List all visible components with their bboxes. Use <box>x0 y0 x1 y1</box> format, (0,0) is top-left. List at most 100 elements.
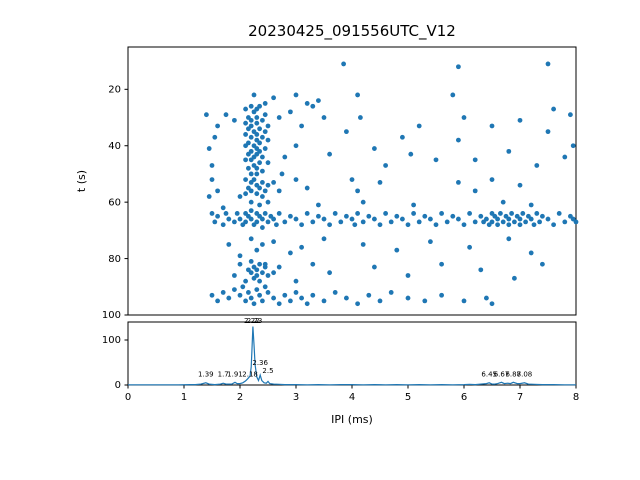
scatter-point <box>257 126 262 132</box>
scatter-point <box>257 160 262 166</box>
scatter-point <box>276 188 282 194</box>
y-tick-label: 100 <box>102 310 121 321</box>
scatter-point <box>274 222 279 228</box>
scatter-point <box>220 205 226 211</box>
scatter-point <box>461 298 467 304</box>
scatter-point <box>498 211 503 216</box>
y-tick-label: 100 <box>102 335 121 346</box>
scatter-point <box>573 219 579 225</box>
scatter-point <box>220 290 226 295</box>
scatter-point <box>408 151 414 157</box>
x-tick-label: 7 <box>517 392 523 403</box>
scatter-point <box>467 244 472 250</box>
scatter-point <box>232 287 237 293</box>
scatter-point <box>517 222 523 228</box>
scatter-point <box>254 219 260 225</box>
scatter-point <box>243 143 249 149</box>
scatter-point <box>500 199 506 205</box>
scatter-point <box>534 163 540 168</box>
scatter-point <box>260 154 265 160</box>
scatter-point <box>332 290 338 295</box>
annotation-label: 1.7 <box>218 371 229 379</box>
scatter-point <box>472 219 478 225</box>
scatter-point <box>240 284 246 290</box>
scatter-point <box>262 129 268 135</box>
scatter-point <box>243 157 249 163</box>
scatter-point <box>282 154 288 160</box>
scatter-point <box>265 137 271 143</box>
scatter-point <box>495 216 500 222</box>
scatter-point <box>428 239 433 245</box>
scatter-point <box>304 211 310 216</box>
scatter-point <box>495 222 500 228</box>
scatter-point <box>321 236 327 242</box>
scatter-point <box>433 222 439 228</box>
scatter-point <box>271 216 276 222</box>
scatter-point <box>405 273 411 278</box>
scatter-point <box>416 219 422 225</box>
scatter-point <box>489 123 495 129</box>
scatter-point <box>321 216 327 222</box>
scatter-point <box>512 275 517 281</box>
scatter-point <box>360 219 366 225</box>
scatter-point <box>321 115 327 120</box>
scatter-point <box>260 216 265 222</box>
scatter-point <box>246 165 251 171</box>
scatter-point <box>332 211 338 216</box>
scatter-point <box>276 301 282 307</box>
scatter-point <box>265 199 271 205</box>
scatter-point <box>257 202 262 208</box>
scatter-point <box>260 117 265 123</box>
scatter-point <box>556 211 562 216</box>
scatter-point <box>288 250 293 256</box>
scatter-point <box>472 157 478 163</box>
scatter-point <box>450 213 456 219</box>
scatter-point <box>248 259 254 264</box>
scatter-point <box>215 123 221 129</box>
scatter-point <box>246 126 251 132</box>
scatter-point <box>405 222 411 228</box>
y-tick-label: 20 <box>108 85 121 96</box>
scatter-point <box>262 261 268 267</box>
scatter-point <box>254 115 260 120</box>
scatter-point <box>293 92 299 98</box>
scatter-point <box>243 219 249 225</box>
scatter-point <box>310 261 316 267</box>
scatter-point <box>237 216 243 222</box>
scatter-point <box>265 290 271 295</box>
scatter-point <box>528 250 534 256</box>
scatter-point <box>366 213 372 219</box>
scatter-point <box>293 290 299 295</box>
scatter-point <box>528 202 534 208</box>
scatter-point <box>478 213 484 219</box>
histogram-line <box>128 326 576 386</box>
scatter-point <box>349 177 355 182</box>
scatter-point <box>383 163 388 168</box>
scatter-point <box>509 211 514 216</box>
scatter-point <box>248 134 254 140</box>
scatter-point <box>243 177 249 182</box>
scatter-point <box>545 129 551 135</box>
scatter-point <box>377 222 383 228</box>
scatter-point <box>461 115 467 120</box>
annotation-label: 1.39 <box>198 371 214 379</box>
scatter-point <box>248 188 254 194</box>
scatter-point <box>254 287 260 293</box>
scatter-point <box>304 101 310 106</box>
scatter-point <box>484 295 489 301</box>
scatter-point <box>254 165 260 171</box>
scatter-point <box>512 219 517 225</box>
scatter-point <box>262 101 268 106</box>
scatter-point <box>405 295 411 301</box>
scatter-point <box>349 216 355 222</box>
scatter-point <box>388 219 394 225</box>
scatter-point <box>248 103 254 109</box>
scatter-point <box>489 301 495 307</box>
scatter-point <box>310 219 316 225</box>
x-tick-label: 1 <box>181 392 187 403</box>
scatter-point <box>276 211 282 216</box>
x-tick-label: 4 <box>349 392 355 403</box>
scatter-point <box>377 180 383 185</box>
scatter-point <box>523 219 528 225</box>
scatter-point <box>279 171 285 177</box>
